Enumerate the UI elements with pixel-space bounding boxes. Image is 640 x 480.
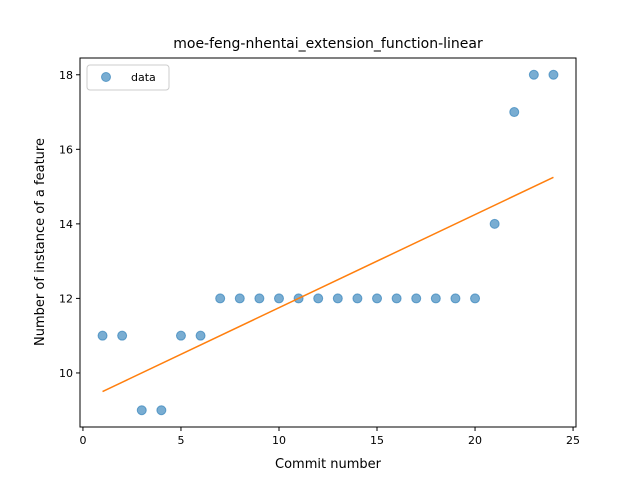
y-axis: 10 12 14 16 18 (59, 69, 80, 380)
y-tick-label: 16 (59, 143, 73, 156)
data-point (254, 293, 265, 304)
data-point (175, 330, 186, 341)
data-point (97, 330, 108, 341)
x-tick-label: 10 (272, 434, 286, 447)
data-point (332, 293, 343, 304)
data-point (430, 293, 441, 304)
x-tick-label: 5 (177, 434, 184, 447)
data-point (195, 330, 206, 341)
x-axis: 0 5 10 15 20 25 (79, 427, 580, 447)
data-point (528, 69, 539, 80)
x-tick-label: 20 (468, 434, 482, 447)
legend-label-data: data (131, 71, 156, 84)
data-point (548, 69, 559, 80)
data-point (489, 218, 500, 229)
x-axis-label: Commit number (275, 457, 382, 472)
y-tick-label: 10 (59, 367, 73, 380)
legend-box (86, 64, 170, 91)
data-point (509, 107, 520, 118)
axes-frame (79, 57, 577, 428)
y-axis-label: Number of instance of a feature (33, 138, 48, 346)
data-point (391, 293, 402, 304)
data-point (470, 293, 481, 304)
legend: data (86, 64, 170, 91)
legend-marker-data (101, 72, 111, 82)
data-point (411, 293, 422, 304)
data-point (234, 293, 245, 304)
data-point (273, 293, 284, 304)
data-point (215, 293, 226, 304)
chart-title: moe-feng-nhentai_extension_function-line… (173, 36, 483, 52)
data-point (117, 330, 128, 341)
data-point (352, 293, 363, 304)
data-point (313, 293, 324, 304)
plot-area (97, 69, 559, 416)
y-tick-label: 12 (59, 292, 73, 305)
fit-line (102, 176, 554, 393)
data-point (450, 293, 461, 304)
data-point (156, 405, 167, 416)
x-tick-label: 25 (566, 434, 580, 447)
data-point (136, 405, 147, 416)
y-tick-label: 14 (59, 218, 73, 231)
x-tick-label: 15 (370, 434, 384, 447)
x-tick-label: 0 (79, 434, 86, 447)
y-tick-label: 18 (59, 69, 73, 82)
data-point (372, 293, 383, 304)
